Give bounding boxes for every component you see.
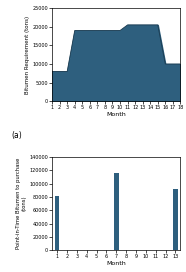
X-axis label: Month: Month — [106, 112, 126, 117]
Bar — [54, 196, 60, 250]
Bar — [173, 189, 178, 250]
X-axis label: Month: Month — [106, 261, 126, 266]
Y-axis label: Bitumen Requirement (tons): Bitumen Requirement (tons) — [25, 16, 30, 94]
Bar — [114, 173, 119, 250]
Y-axis label: Point-in-Time Bitumen to purchase
(tons): Point-in-Time Bitumen to purchase (tons) — [16, 158, 26, 249]
Text: (a): (a) — [11, 131, 22, 140]
